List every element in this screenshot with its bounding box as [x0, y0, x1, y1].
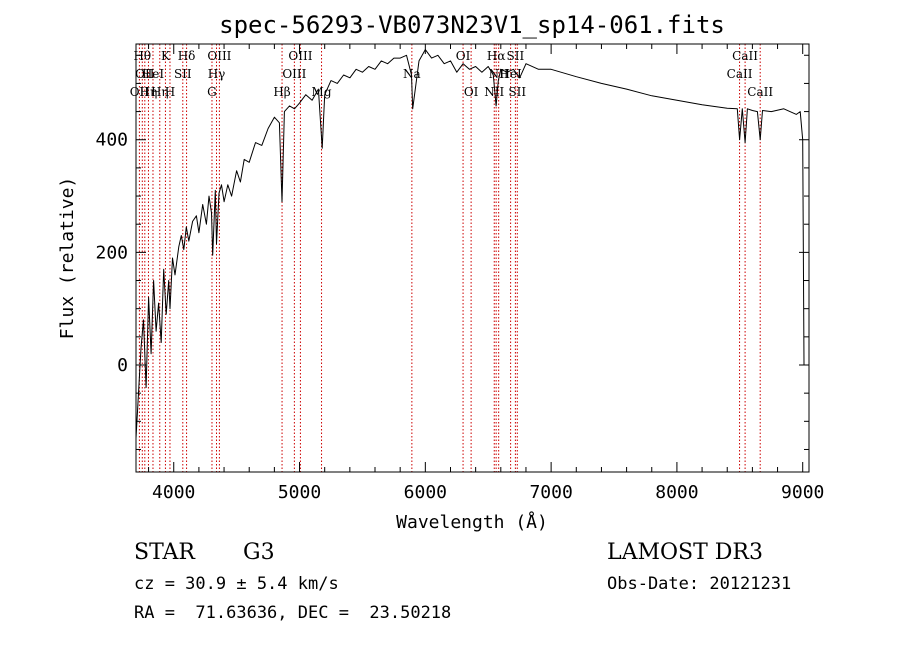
line-label: Na: [403, 67, 421, 81]
line-label: OI: [464, 85, 479, 99]
line-label: CaII: [727, 67, 753, 81]
line-label: Mg: [312, 85, 332, 99]
line-label: Hθ: [133, 49, 151, 63]
x-tick-label: 7000: [529, 482, 572, 503]
axis-ticks: 4000 5000 6000 7000 8000 9000 0 200 400: [95, 44, 824, 503]
line-label: OIII: [282, 67, 306, 81]
chart-title: spec-56293-VB073N23V1_sp14-061.fits: [219, 11, 725, 39]
line-label: G: [207, 85, 217, 99]
line-label: Hγ: [208, 67, 226, 81]
x-tick-label: 5000: [278, 482, 321, 503]
line-label: Hη: [140, 85, 158, 99]
line-label: OII: [135, 67, 155, 81]
line-markers: [138, 44, 761, 472]
x-tick-label: 4000: [152, 482, 195, 503]
line-label: H: [165, 85, 175, 99]
line-label: Hα: [487, 49, 506, 63]
x-tick-label: 6000: [404, 482, 447, 503]
line-label: HeI: [142, 67, 165, 81]
line-labels: OIIHθOIIHηHeIHηKHSIIHδGHγOIIIHβOIIIOIIIM…: [130, 49, 774, 99]
plot-frame: [135, 43, 810, 473]
line-label: SII: [507, 49, 525, 63]
x-tick-label: 9000: [781, 482, 824, 503]
redshift-text: cz = 30.9 ± 5.4 km/s: [134, 574, 339, 594]
line-label: NII: [484, 85, 504, 99]
line-label: NII: [489, 67, 509, 81]
x-axis-label: Wavelength (Å): [396, 511, 548, 533]
line-label: OI: [456, 49, 471, 63]
line-label: Hη: [151, 85, 169, 99]
obs-date-text: Obs-Date: 20121231: [607, 574, 792, 594]
spectrum-series: [135, 49, 805, 439]
line-label: CaII: [732, 49, 758, 63]
survey-label: LAMOST DR3: [607, 540, 763, 565]
y-tick-label: 400: [95, 130, 128, 151]
line-label: K: [161, 49, 171, 63]
line-label: OIII: [288, 49, 312, 63]
object-class: STAR: [134, 540, 195, 565]
coordinates-text: RA = 71.63636, DEC = 23.50218: [134, 603, 452, 623]
line-label: SII: [508, 85, 526, 99]
line-label: HeI: [499, 67, 522, 81]
line-label: SII: [174, 67, 192, 81]
x-tick-label: 8000: [655, 482, 698, 503]
line-label: OIII: [207, 49, 231, 63]
object-subclass: G3: [243, 540, 275, 565]
y-tick-label: 200: [95, 242, 128, 263]
y-axis-label: Flux (relative): [57, 177, 78, 340]
line-label: Hδ: [178, 49, 196, 63]
y-tick-label: 0: [117, 355, 128, 376]
line-label: Hβ: [273, 85, 290, 99]
line-label: OII: [130, 85, 150, 99]
spectrum-line: [135, 49, 805, 439]
line-label: CaII: [747, 85, 773, 99]
